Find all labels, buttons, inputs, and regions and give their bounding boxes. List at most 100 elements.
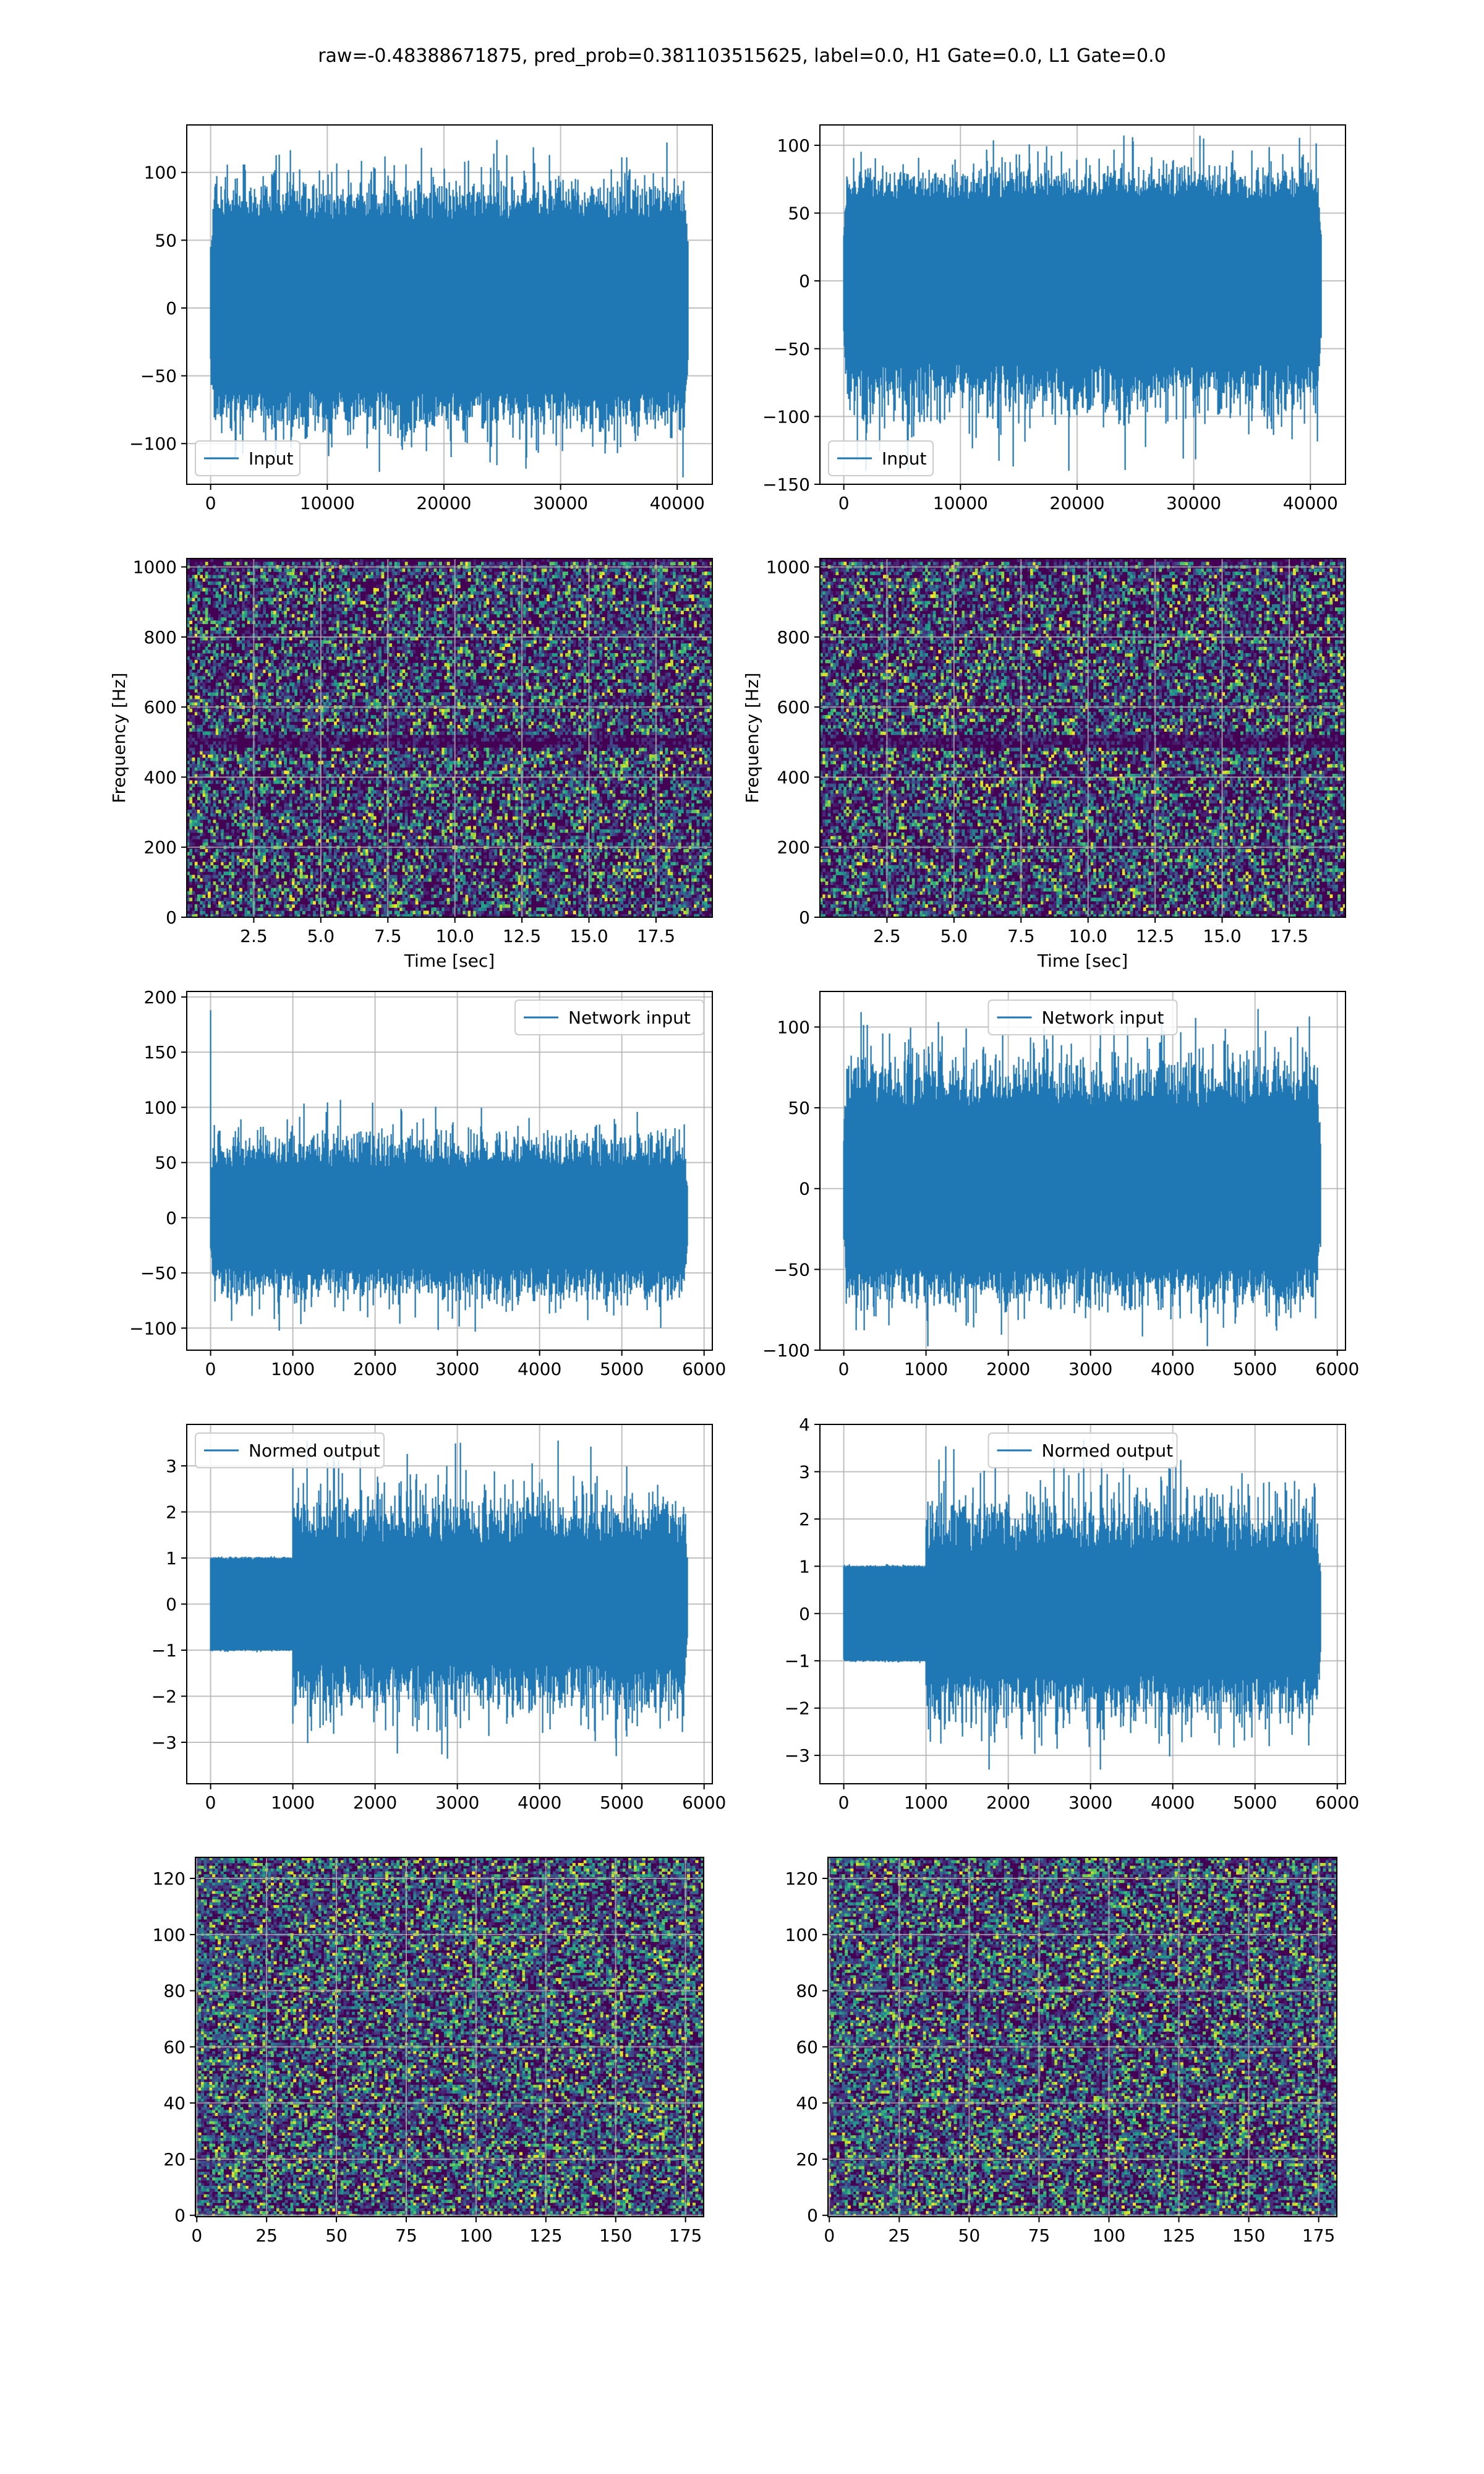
h1-input-xtick-label: 0 [205,493,216,513]
l1-input-ytick-label: 0 [799,271,810,291]
h1-network-input-xtick-label: 5000 [600,1359,644,1379]
l1-feature-map-xtick-label: 25 [888,2225,910,2246]
l1-network-input-xtick-label: 2000 [986,1359,1030,1379]
h1-spectrogram-xtick-label: 12.5 [503,926,541,946]
h1-feature-map-ytick-label: 0 [174,2206,186,2226]
h1-normed-output-ytick-label: 1 [166,1548,177,1569]
l1-spectrogram-xtick-label: 12.5 [1136,926,1174,946]
h1-normed-output-legend-label: Normed output [249,1440,380,1461]
l1-normed-output-ytick-label: −3 [785,1745,810,1766]
h1-spectrogram-xtick-label: 17.5 [637,926,675,946]
h1-spectrogram-ylabel: Frequency [Hz] [109,672,129,803]
l1-feature-map-xtick-label: 100 [1093,2225,1125,2246]
l1-normed-output-ytick-label: −1 [785,1651,810,1671]
l1-normed-output-ytick-label: 4 [799,1415,810,1435]
l1-input-legend: Input [828,440,934,476]
h1-network-input-xtick-label: 6000 [682,1359,726,1379]
l1-input-plot-area [820,125,1345,484]
h1-spectrogram-axes-frame [186,558,713,918]
l1-network-input-axes-frame [819,991,1346,1351]
h1-feature-map-plot-area [195,1857,704,2217]
l1-feature-map-xtick-label: 0 [824,2225,835,2246]
l1-network-input-tick-labels: 0 1000 2000 3000 4000 5000 6000 −100 −50 0 50 100 [762,1017,1359,1379]
h1-spectrogram-panel: 2.5 5.0 7.5 10.0 12.5 15.0 17.5 0 200 400 600 800 10… [109,557,713,971]
l1-input-legend-label: Input [882,448,927,469]
l1-spectrogram-ytick-label: 400 [777,767,810,787]
l1-input-series-line [843,135,1322,471]
l1-input-tick-labels: 0 10000 20000 30000 40000 −150 −100 −50 0 50 100 [762,135,1338,513]
l1-spectrogram-xlabel: Time [sec] [1037,951,1128,971]
h1-spectrogram-plot-area [187,559,712,917]
l1-spectrogram-plot-area [820,559,1345,917]
l1-normed-output-ytick-label: 2 [799,1509,810,1530]
l1-network-input-panel: 0 1000 2000 3000 4000 5000 6000 −100 −50 0 50 100 Ne… [762,991,1359,1379]
h1-feature-map-xtick-label: 50 [325,2225,348,2246]
h1-normed-output-ytick-label: 0 [166,1594,177,1615]
l1-feature-map-xtick-label: 125 [1162,2225,1195,2246]
l1-normed-output-xtick-label: 3000 [1068,1792,1112,1813]
l1-input-panel: 0 10000 20000 30000 40000 −150 −100 −50 0 50 100 In… [762,124,1346,513]
h1-network-input-ytick-label: −50 [140,1263,177,1283]
l1-network-input-xtick-label: 3000 [1068,1359,1112,1379]
l1-normed-output-xtick-label: 2000 [986,1792,1030,1813]
h1-feature-map-xtick-label: 0 [191,2225,202,2246]
h1-feature-map-axes-frame [195,1857,704,2217]
l1-feature-map-ytick-label: 80 [796,1981,818,2001]
l1-input-ytick-label: −150 [762,474,810,495]
l1-network-input-ytick-label: −100 [762,1340,810,1361]
h1-feature-map-xtick-label: 25 [255,2225,278,2246]
l1-spectrogram-ytick-label: 1000 [766,557,810,578]
l1-spectrogram-xtick-label: 17.5 [1270,926,1308,946]
h1-input-xtick-label: 40000 [650,493,705,513]
l1-spectrogram-ytick-label: 0 [799,907,810,928]
l1-network-input-xtick-label: 5000 [1233,1359,1277,1379]
h1-network-input-axes-frame [186,991,713,1351]
h1-normed-output-xtick-label: 2000 [353,1792,397,1813]
l1-normed-output-ytick-label: 1 [799,1556,810,1577]
l1-spectrogram-xtick-label: 10.0 [1069,926,1107,946]
h1-spectrogram-xtick-label: 15.0 [569,926,608,946]
l1-feature-map-panel: 0 25 50 75 100 125 150 175 0 20 40 60 80 100 120 [785,1857,1337,2246]
l1-spectrogram-xtick-label: 7.5 [1007,926,1035,946]
l1-input-xtick-label: 20000 [1049,493,1104,513]
l1-spectrogram-xtick-label: 15.0 [1203,926,1241,946]
l1-normed-output-xtick-label: 4000 [1151,1792,1195,1813]
l1-input-ytick-label: −50 [774,339,810,359]
h1-network-input-ytick-label: 100 [144,1097,177,1118]
h1-spectrogram-ytick-label: 800 [144,627,177,648]
l1-network-input-ytick-label: −50 [774,1259,810,1280]
l1-network-input-series-line [843,1009,1321,1346]
h1-spectrogram-xtick-label: 10.0 [436,926,474,946]
h1-input-ytick-label: −50 [140,366,177,387]
h1-input-xtick-label: 30000 [533,493,588,513]
h1-normed-output-xtick-label: 0 [205,1792,216,1813]
h1-normed-output-xtick-label: 1000 [271,1792,315,1813]
l1-normed-output-xtick-label: 6000 [1315,1792,1359,1813]
h1-spectrogram-grid [187,559,712,917]
h1-normed-output-xtick-label: 4000 [518,1792,561,1813]
h1-normed-output-plot-area [187,1424,712,1784]
h1-feature-map-ytick-label: 80 [163,1981,186,2001]
h1-network-input-series-line [210,1010,688,1332]
h1-feature-map-xtick-label: 100 [459,2225,492,2246]
l1-spectrogram-xtick-label: 2.5 [873,926,901,946]
h1-spectrogram-tick-labels: 2.5 5.0 7.5 10.0 12.5 15.0 17.5 0 200 400 600 800 10… [133,557,675,946]
l1-network-input-plot-area [820,991,1345,1350]
h1-spectrogram-ytick-label: 400 [144,767,177,787]
h1-input-tick-labels: 0 10000 20000 30000 40000 −100 −50 0 50 100 [129,163,705,513]
h1-spectrogram-xtick-label: 5.0 [307,926,335,946]
l1-normed-output-tick-labels: 0 1000 2000 3000 4000 5000 6000 −3 −2 −1 0 1 2 3 4 [785,1415,1360,1813]
l1-network-input-xtick-label: 0 [838,1359,850,1379]
l1-spectrogram-ylabel: Frequency [Hz] [742,672,762,803]
l1-input-xtick-label: 0 [838,493,850,513]
h1-input-plot-area [187,125,712,484]
l1-network-input-xtick-label: 6000 [1315,1359,1359,1379]
h1-normed-output-ytick-label: −1 [151,1640,177,1661]
l1-feature-map-ytick-label: 60 [796,2037,818,2057]
h1-spectrogram-ytick-label: 0 [166,907,177,928]
h1-feature-map-ytick-label: 100 [153,1925,186,1945]
h1-normed-output-series-line [210,1440,688,1759]
l1-network-input-ytick-label: 100 [777,1017,810,1037]
h1-feature-map-tick-labels: 0 25 50 75 100 125 150 175 0 20 40 60 80 100 120 [153,1868,702,2246]
l1-spectrogram-tick-labels: 2.5 5.0 7.5 10.0 12.5 15.0 17.5 0 200 400 600 800 10… [766,557,1308,946]
